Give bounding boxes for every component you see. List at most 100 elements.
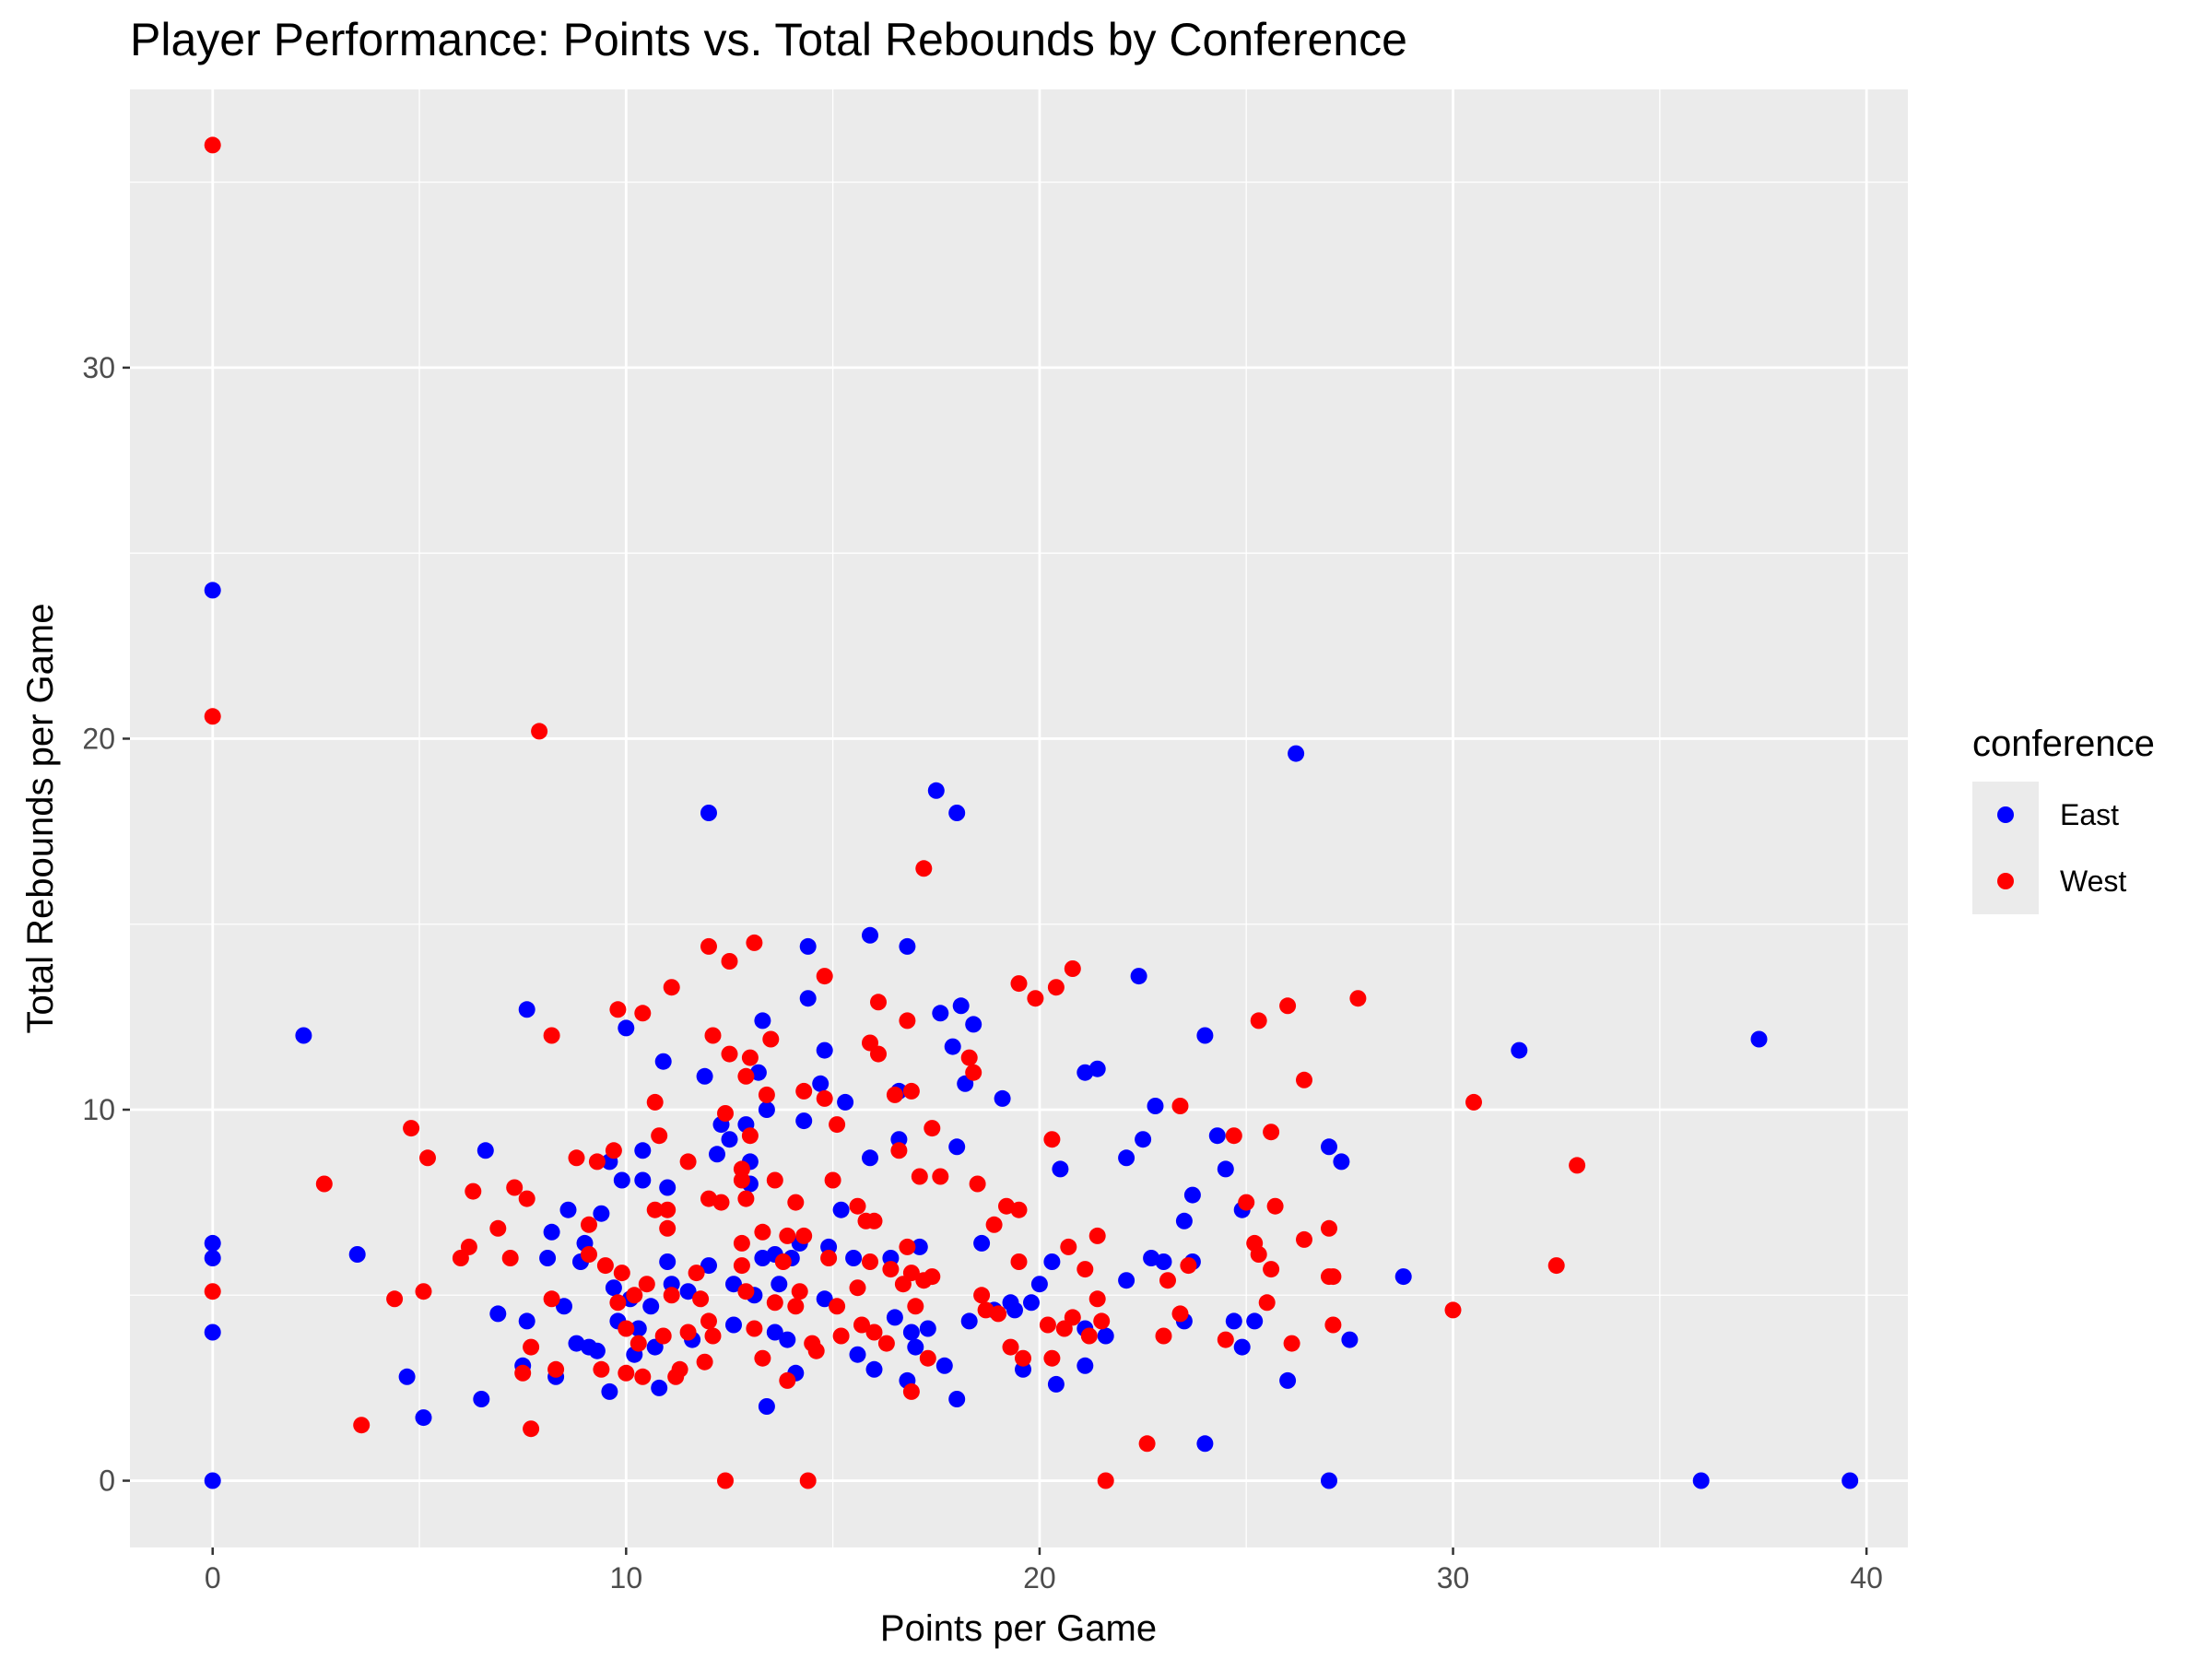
legend: conference East West: [1972, 724, 2155, 914]
point-west: [865, 1324, 883, 1341]
point-west: [618, 1364, 635, 1382]
point-east: [634, 1142, 652, 1159]
point-west: [924, 1120, 941, 1137]
point-west: [581, 1246, 597, 1263]
point-west: [1263, 1261, 1280, 1278]
point-east: [642, 1298, 660, 1315]
point-west: [568, 1149, 585, 1167]
point-west: [679, 1324, 697, 1341]
point-east: [1130, 968, 1147, 985]
point-west: [973, 1287, 991, 1304]
tick-labels: 0 10 20 30 40 0 10 20 30: [82, 351, 1883, 1594]
point-west: [1324, 1268, 1342, 1286]
point-east: [1208, 1127, 1226, 1145]
point-west: [899, 1238, 916, 1255]
x-axis-title: Points per Game: [880, 1608, 1157, 1649]
point-west: [1010, 1201, 1028, 1218]
x-tick-label: 40: [1850, 1561, 1883, 1594]
point-east: [1155, 1253, 1172, 1270]
y-tick-label: 10: [82, 1093, 115, 1126]
point-west: [1093, 1312, 1111, 1330]
point-west: [1266, 1197, 1284, 1215]
y-tick-label: 20: [82, 722, 115, 755]
point-east: [543, 1223, 560, 1241]
point-east: [911, 1238, 928, 1255]
point-east: [795, 1112, 813, 1130]
point-west: [911, 1168, 928, 1185]
point-west: [902, 1082, 920, 1100]
point-west: [514, 1364, 532, 1382]
legend-label-east: East: [2060, 798, 2119, 831]
point-east: [932, 1005, 949, 1022]
point-east: [709, 1146, 725, 1163]
point-east: [700, 1257, 717, 1275]
point-west: [862, 1253, 878, 1270]
point-east: [758, 1101, 775, 1118]
point-east: [1341, 1331, 1359, 1348]
point-west: [977, 1301, 994, 1319]
point-west: [899, 1012, 916, 1030]
point-west: [733, 1171, 750, 1189]
point-east: [725, 1316, 742, 1334]
point-east: [204, 1472, 221, 1489]
point-east: [948, 1391, 966, 1407]
point-west: [733, 1257, 750, 1275]
point-east: [1841, 1472, 1859, 1489]
point-west: [774, 1253, 792, 1270]
point-west: [816, 968, 833, 985]
point-west: [1043, 1349, 1061, 1367]
point-west: [1238, 1194, 1255, 1211]
point-west: [523, 1420, 540, 1438]
point-east: [935, 1357, 953, 1374]
point-west: [609, 1294, 627, 1312]
point-west: [1015, 1349, 1031, 1367]
point-west: [717, 1472, 734, 1489]
point-west: [886, 1086, 903, 1103]
point-east: [1006, 1301, 1023, 1319]
point-east: [659, 1179, 677, 1196]
point-east: [919, 1320, 936, 1337]
point-east: [605, 1279, 622, 1297]
point-west: [419, 1149, 436, 1167]
point-east: [799, 937, 817, 955]
point-west: [629, 1335, 647, 1352]
point-east: [679, 1283, 697, 1300]
point-west: [754, 1223, 771, 1241]
point-west: [807, 1342, 825, 1359]
point-east: [849, 1346, 866, 1363]
point-west: [1250, 1012, 1267, 1030]
point-west: [1283, 1335, 1300, 1352]
point-west: [581, 1216, 597, 1233]
point-west: [924, 1268, 941, 1286]
point-east: [1052, 1160, 1069, 1178]
x-tick-label: 10: [610, 1561, 643, 1594]
point-east: [593, 1205, 610, 1222]
point-east: [1233, 1338, 1251, 1356]
point-west: [531, 723, 548, 740]
point-west: [688, 1265, 705, 1282]
point-west: [1263, 1124, 1280, 1141]
point-east: [1511, 1041, 1528, 1059]
point-east: [204, 1250, 221, 1266]
point-west: [853, 1316, 870, 1334]
point-east: [654, 1053, 672, 1070]
point-west: [721, 1045, 738, 1063]
point-east: [1279, 1371, 1297, 1389]
point-west: [721, 953, 738, 970]
point-west: [489, 1219, 507, 1237]
point-west: [679, 1153, 697, 1171]
point-west: [543, 1027, 560, 1044]
point-west: [1225, 1127, 1242, 1145]
point-west: [1043, 1131, 1061, 1148]
point-east: [994, 1089, 1011, 1107]
point-west: [518, 1190, 535, 1207]
point-west: [741, 1049, 759, 1066]
point-west: [762, 1030, 780, 1048]
point-west: [613, 1265, 630, 1282]
point-west: [1047, 979, 1065, 996]
point-west: [1547, 1257, 1565, 1275]
point-east: [948, 805, 966, 821]
y-tick-label: 30: [82, 351, 115, 384]
point-west: [849, 1279, 866, 1297]
point-west: [1159, 1272, 1176, 1289]
